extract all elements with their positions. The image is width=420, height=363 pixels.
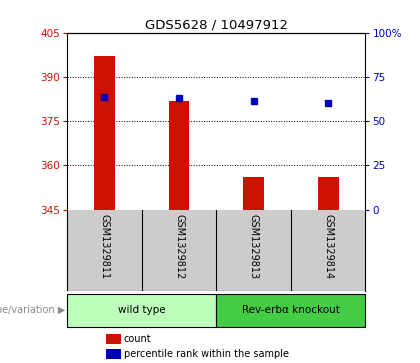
Text: GSM1329814: GSM1329814 [323, 214, 333, 279]
Text: count: count [124, 334, 152, 344]
Bar [67, 294, 216, 327]
Bar [106, 349, 121, 359]
Title: GDS5628 / 10497912: GDS5628 / 10497912 [145, 19, 288, 32]
Text: wild type: wild type [118, 305, 165, 315]
Bar [318, 177, 339, 210]
Text: percentile rank within the sample: percentile rank within the sample [124, 349, 289, 359]
Text: Rev-erbα knockout: Rev-erbα knockout [242, 305, 340, 315]
Text: GSM1329813: GSM1329813 [249, 214, 259, 279]
Text: GSM1329811: GSM1329811 [100, 214, 110, 279]
Bar [106, 334, 121, 344]
Bar [243, 177, 264, 210]
Bar [216, 294, 365, 327]
Text: GSM1329812: GSM1329812 [174, 214, 184, 279]
Text: genotype/variation ▶: genotype/variation ▶ [0, 305, 66, 315]
Bar [168, 101, 189, 210]
Bar [94, 56, 115, 210]
